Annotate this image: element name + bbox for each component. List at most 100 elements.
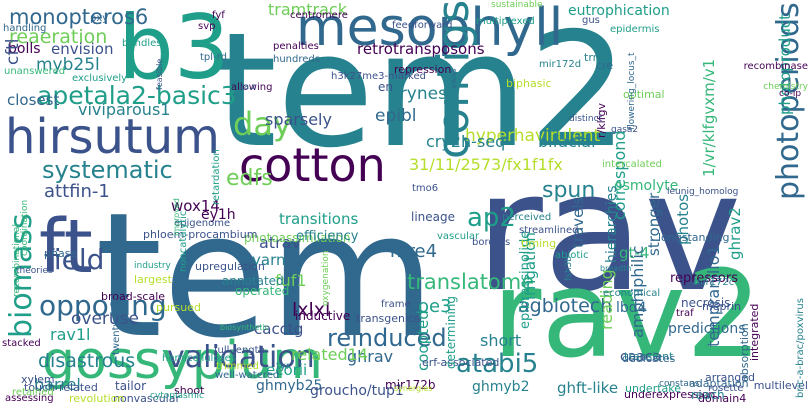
word-ap2: ap2 bbox=[467, 203, 516, 233]
word-well-watered: well-watered bbox=[215, 370, 280, 381]
word-apetala2-basic3: apetala2-basic3 bbox=[37, 81, 237, 110]
word-cytoplasmic: cytoplasmic bbox=[150, 391, 204, 401]
word-1-vr-klfgvxm-v1: 1/vr/klfgvxm/v1 bbox=[700, 58, 718, 177]
word-synergies: synergies bbox=[394, 384, 433, 393]
word-disastrous: disastrous bbox=[38, 350, 136, 372]
word-phloem-procambium: phloem-procambium bbox=[143, 228, 258, 241]
word-dryness: dryness bbox=[389, 84, 456, 104]
word-reaeration: reaeration bbox=[9, 26, 108, 48]
word-day: day bbox=[233, 105, 292, 143]
word-ghmyb25: ghmyb25 bbox=[256, 378, 323, 394]
word-timing: timing bbox=[521, 237, 557, 250]
word-field: field bbox=[44, 243, 105, 276]
word-multilevel: multilevel bbox=[753, 379, 808, 392]
word-short: short bbox=[480, 331, 522, 350]
word-nonvascular: nonvascular bbox=[113, 392, 180, 404]
word-leunig-homolog: leunig_homolog bbox=[667, 187, 739, 197]
word-optimal: optimal bbox=[623, 88, 665, 101]
word-twenty-one: twenty-one bbox=[111, 298, 122, 355]
word-reinduced: reinduced bbox=[327, 324, 447, 352]
word-erf-associated: erf-associated bbox=[422, 356, 500, 369]
word-transgenics: transgenics bbox=[356, 312, 420, 325]
word-rav1l: rav1l bbox=[50, 325, 91, 344]
word-cry2h-seq: cry2h-seq bbox=[426, 132, 506, 151]
word-feedforward: feedforward bbox=[392, 20, 453, 31]
word-coordination: coordination bbox=[20, 199, 30, 256]
word-repressors: repressors bbox=[670, 271, 738, 286]
word-pursued: pursued bbox=[156, 301, 201, 314]
word-validation: validation bbox=[167, 340, 315, 375]
word-rosette: rosette bbox=[708, 383, 744, 394]
word-perceived: perceived bbox=[502, 212, 552, 223]
word-closest: closest bbox=[7, 91, 60, 109]
word-exclusively: exclusively bbox=[72, 73, 128, 84]
word-2a-z: 2a.z bbox=[239, 82, 256, 91]
word-tyr: tyr bbox=[276, 361, 290, 372]
word-traf: traf bbox=[676, 308, 694, 319]
word-epidermis: epidermis bbox=[610, 24, 660, 35]
word-svp: svp bbox=[198, 21, 216, 32]
word-envision: envision bbox=[51, 40, 114, 58]
word-feasible: feasible bbox=[155, 58, 164, 90]
word-trimmed: trimmed bbox=[216, 361, 259, 372]
word-fuf1: fuf1 bbox=[275, 271, 307, 290]
word-undertake: undertake bbox=[625, 382, 682, 395]
word-atrav: atrav bbox=[259, 233, 301, 252]
word-mir172d: mir172d bbox=[539, 59, 582, 70]
word-improved: improved bbox=[172, 198, 181, 236]
word-underexpression: underexpression bbox=[624, 388, 716, 401]
word-travels: travels bbox=[569, 196, 587, 248]
word-determining: determining bbox=[444, 296, 458, 369]
word-chemistry: chemistry bbox=[763, 82, 808, 92]
word-allowing: allowing bbox=[231, 82, 273, 93]
word-centromere: centromere bbox=[290, 10, 348, 21]
word-tramtrack: tramtrack bbox=[268, 0, 347, 19]
word-handling: handling bbox=[3, 23, 47, 34]
word-bric-a-brac-poxvirus: bric-a-brac/poxvirus bbox=[795, 298, 806, 398]
word-lxlxl: lxlxl bbox=[292, 299, 331, 321]
word-rav2: rav2 bbox=[492, 246, 763, 385]
word-fsh3b: fsh3b bbox=[564, 255, 574, 281]
word-xylem: xylem bbox=[21, 373, 55, 386]
word-operated: operated bbox=[235, 284, 290, 298]
word-oe3: oe3 bbox=[418, 296, 452, 317]
word-upregulation: upregulation bbox=[195, 260, 265, 273]
word-integrated: integrated bbox=[748, 303, 761, 361]
word-hundreds: hundreds bbox=[273, 54, 320, 65]
word-vwas: vwas bbox=[449, 68, 458, 89]
word-predictions: predictions bbox=[668, 321, 746, 337]
word-ey1h: ey1h bbox=[201, 207, 236, 223]
word-ghrav: ghrav bbox=[347, 347, 394, 366]
word-b3: b3 bbox=[118, 0, 230, 99]
word-epibl: epibl bbox=[375, 106, 417, 126]
word-retardation: retardation bbox=[211, 149, 222, 205]
word-penalties: penalties bbox=[273, 41, 319, 52]
word-wox14: wox14 bbox=[171, 197, 220, 215]
word-photoassimilation: photoassimilation bbox=[244, 231, 351, 245]
word-yarn: yarn bbox=[252, 251, 286, 269]
word-largest: largest bbox=[134, 273, 172, 286]
word-eutrophication: eutrophication bbox=[568, 3, 670, 19]
word-adaptation: adaptation bbox=[689, 377, 749, 390]
word-tailor: tailor bbox=[115, 379, 147, 393]
word-viviparous1: viviparous1 bbox=[78, 100, 171, 119]
word-retrotransposons: retrotransposons bbox=[357, 40, 485, 58]
word-arranged: arranged bbox=[705, 371, 756, 384]
word-ghft-like: ghft-like bbox=[557, 379, 619, 397]
word-domain4: domain4 bbox=[698, 392, 747, 404]
word-stronger: stronger bbox=[645, 192, 663, 256]
word-translatome: translatome bbox=[407, 270, 535, 294]
word-spun: spun bbox=[542, 178, 596, 203]
word-cre: cre bbox=[596, 59, 614, 72]
word-breadth: breadth bbox=[600, 264, 632, 273]
word-frame: frame bbox=[381, 299, 411, 310]
word-unanswered: unanswered bbox=[4, 66, 66, 77]
word-atabi5: atabi5 bbox=[456, 349, 539, 379]
word-bolls: bolls bbox=[8, 41, 41, 57]
word-ghrav2: ghrav2 bbox=[726, 207, 744, 260]
word-monopteros6: monopteros6 bbox=[9, 5, 149, 29]
word-gus: gus bbox=[582, 15, 600, 26]
word-caaca: caaca bbox=[620, 349, 662, 365]
word-annotated: annotated bbox=[222, 274, 284, 288]
word-transitions: transitions bbox=[279, 210, 359, 228]
